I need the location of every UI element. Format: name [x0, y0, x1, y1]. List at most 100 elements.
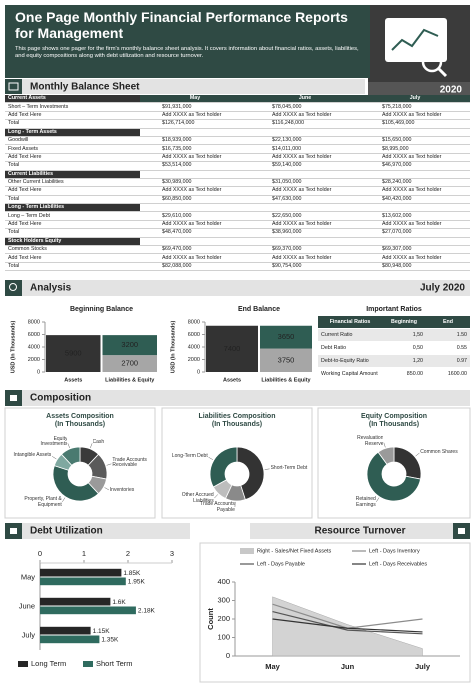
- blank-cell: [250, 170, 360, 179]
- slice-label: Short-Term Debt: [270, 464, 308, 471]
- group-row: Current Liabilities: [5, 170, 470, 179]
- y-tick-label: 100: [217, 632, 230, 641]
- bar-segment: [260, 348, 312, 372]
- icon-glyph: [10, 528, 17, 534]
- table-value: Add XXXX as Text holder: [140, 253, 250, 263]
- leader-line: [104, 487, 110, 491]
- y-tick-label: 6000: [28, 332, 40, 338]
- table-value: $30,989,000: [140, 178, 250, 188]
- x-tick-label: 2: [126, 549, 130, 558]
- data-label: 1.95K: [128, 579, 146, 586]
- slice-label: Retained Earnings: [355, 496, 376, 508]
- y-tick-label: 0: [197, 369, 200, 375]
- y-tick-label: 200: [217, 614, 230, 623]
- group-row: Long - Term Liabilities: [5, 203, 470, 213]
- area: [272, 596, 423, 657]
- chart-subtitle: (In Thousands): [369, 421, 419, 428]
- x-tick-label: Assets: [223, 377, 241, 383]
- row-label: Add Text Here: [5, 253, 140, 263]
- table-value: 0.55: [426, 341, 470, 355]
- data-label: 7400: [224, 344, 241, 353]
- slice-label: Property, Plant & Equipment: [24, 496, 62, 508]
- table-value: $60,850,000: [140, 195, 250, 205]
- table-value: $78,045,000: [250, 102, 360, 112]
- art-handle: [436, 66, 448, 78]
- table-value: 850.00: [382, 367, 426, 381]
- y-tick-label: July: [22, 630, 36, 639]
- bar-segment: [260, 325, 312, 349]
- slice: [60, 446, 81, 466]
- table-value: $59,140,000: [250, 161, 360, 171]
- group-label: Current Liabilities: [5, 170, 140, 179]
- y-tick-label: May: [21, 572, 35, 581]
- table-value: 0,50: [382, 341, 426, 355]
- leader-line: [62, 497, 66, 502]
- data-label: 1.6K: [112, 599, 126, 606]
- group-label: Long - Term Assets: [5, 128, 140, 137]
- year-band: [368, 82, 470, 98]
- table-value: 1,20: [382, 354, 426, 368]
- x-tick-label: Liabilities & Equity: [105, 377, 155, 383]
- table-value: $80,948,000: [360, 262, 470, 272]
- slice-label: Long-Term Debt: [171, 452, 208, 459]
- table-value: $27,070,000: [360, 228, 470, 238]
- group-row: Stock Holders Equity: [5, 237, 470, 247]
- y-tick-label: June: [19, 601, 35, 610]
- header-year: 2020: [440, 85, 463, 96]
- table-value: 1.50: [426, 328, 470, 342]
- label-box: Other Accrued Liabilities: [182, 492, 214, 503]
- leader-line: [415, 452, 420, 457]
- balance-table: Current Assets May June July Short – Term In…: [5, 95, 470, 272]
- slice: [209, 446, 238, 488]
- label-box: Trade Accounts Receivable: [112, 457, 147, 468]
- section-period: July 2020: [420, 283, 465, 294]
- label-box: Cash: [93, 439, 105, 445]
- chart-subtitle: (In Thousands): [212, 421, 262, 428]
- table-value: $28,240,000: [360, 178, 470, 188]
- section-band: [5, 390, 470, 406]
- table-value: $22,650,000: [250, 211, 360, 221]
- ratios: Financial Ratios Beginning End Current Rati…: [318, 316, 470, 381]
- column-header: July: [360, 95, 470, 104]
- table-value: Add XXXX as Text holder: [140, 111, 250, 121]
- blank-cell: [360, 170, 470, 179]
- row-label: Debt Ratio: [318, 341, 382, 355]
- x-tick-label: 1: [82, 549, 86, 558]
- header: One Page Monthly Financial Performance R…: [5, 5, 370, 78]
- column-header: Financial Ratios: [318, 316, 382, 329]
- table-row: Common Stocks $69,470,000 $69,370,000 $69,3…: [5, 245, 470, 255]
- table-row: Short – Term Investments $91,931,000 $78,0…: [5, 102, 470, 112]
- table-value: Add XXXX as Text holder: [140, 186, 250, 196]
- table-row: Add Text Here Add XXXX as Text holder Add …: [5, 253, 470, 263]
- data-label: 3200: [121, 340, 138, 349]
- blank-cell: [360, 237, 470, 247]
- page-description: This page shows one pager for the firm's…: [15, 46, 359, 59]
- label-box: Long-Term Debt: [171, 452, 208, 459]
- row-label: Goodwill: [5, 136, 140, 146]
- blank-cell: [250, 237, 360, 247]
- bar: [40, 626, 91, 635]
- x-tick-label: Assets: [64, 377, 82, 383]
- table-value: Add XXXX as Text holder: [360, 186, 470, 196]
- ratios-table: Financial Ratios Beginning End Current Rati…: [318, 316, 470, 381]
- table-value: Add XXXX as Text holder: [250, 186, 360, 196]
- leader-line: [376, 497, 380, 502]
- table-value: Add XXXX as Text holder: [140, 220, 250, 230]
- row-label: Total: [5, 161, 140, 171]
- icon-glyph: [9, 283, 17, 291]
- table-value: $22,130,000: [250, 136, 360, 146]
- row-label: Add Text Here: [5, 186, 140, 196]
- table-value: Add XXXX as Text holder: [250, 153, 360, 163]
- balance-sheet: Current Assets May June July Short – Term In…: [5, 95, 470, 272]
- label-box: Common Shares: [420, 448, 458, 455]
- y-tick-label: 2000: [188, 357, 200, 363]
- group-label: Current Assets: [5, 95, 140, 104]
- label-box: Retained Earnings: [355, 496, 376, 508]
- section-band: [250, 523, 470, 539]
- data-label: 1.85K: [123, 570, 141, 577]
- bar-segment: [102, 355, 157, 372]
- label-box: Property, Plant & Equipment: [24, 496, 62, 508]
- slice-label: Common Shares: [420, 448, 458, 455]
- leader-line: [106, 463, 112, 466]
